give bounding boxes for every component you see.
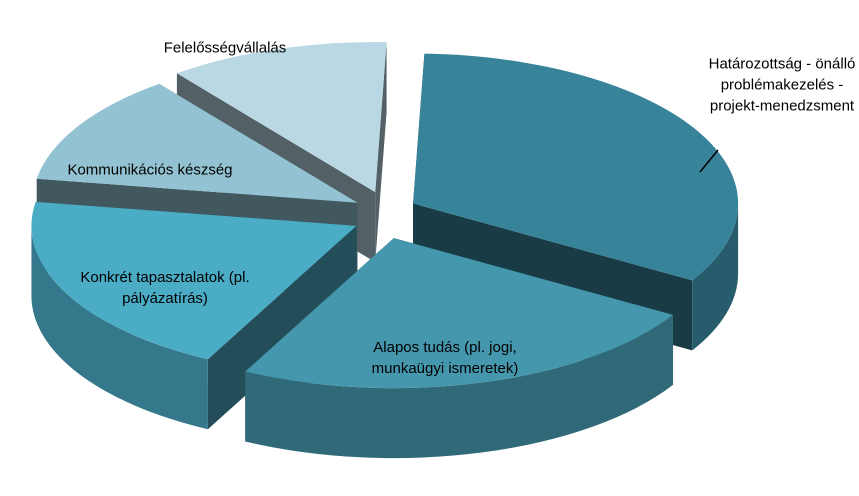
slice	[245, 238, 673, 389]
slice-edge	[375, 42, 387, 263]
slice-label: Felelősségvállalás	[163, 39, 287, 57]
slice-label: Kommunikációs készség	[67, 161, 233, 179]
slice-side	[692, 203, 739, 351]
slice-label: Határozottság - önálló problémakezelés -…	[708, 55, 856, 115]
leader-line	[699, 149, 719, 173]
slice	[413, 53, 739, 281]
slice	[31, 201, 357, 360]
slice-label: Konkrét tapasztalatok (pl. pályázatírás)	[80, 269, 250, 307]
slice-side	[31, 225, 208, 430]
slice-side	[245, 314, 673, 459]
slice-label: Alapos tudás (pl. jogi, munkaügyi ismere…	[371, 339, 519, 377]
slice	[36, 83, 358, 203]
slice	[176, 42, 387, 193]
